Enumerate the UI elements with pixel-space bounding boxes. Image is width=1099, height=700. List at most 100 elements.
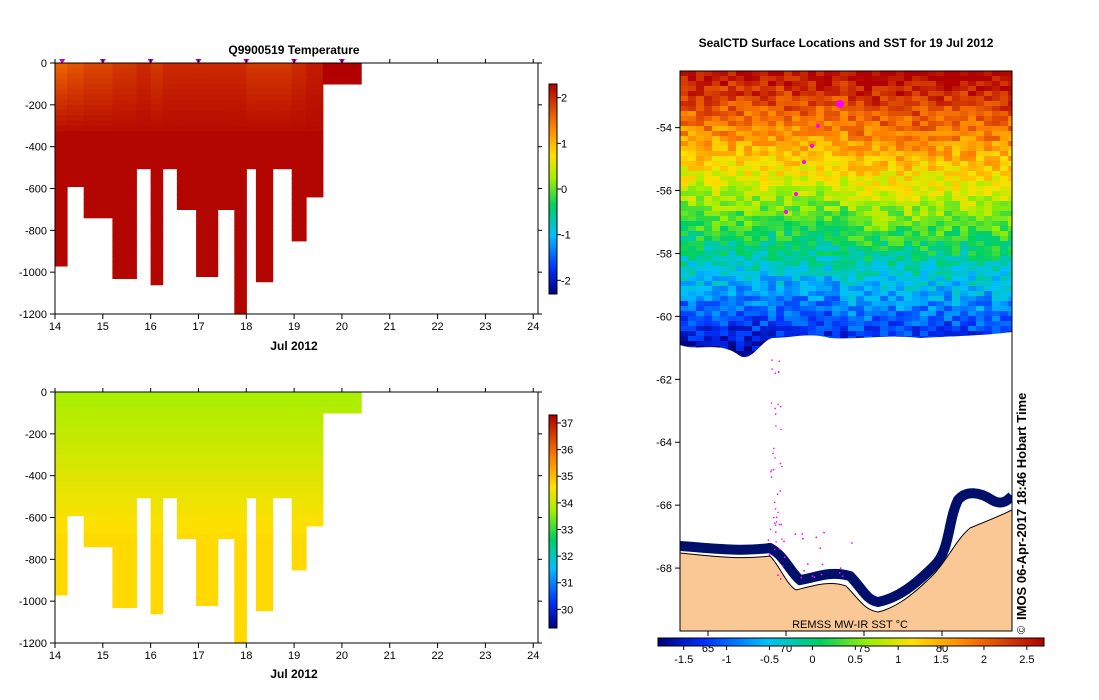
section-cell [255,151,274,158]
sst-cell [768,166,777,172]
sst-cell [728,166,737,172]
section-cell [306,517,324,524]
sst-cell [936,256,945,262]
sst-cell [680,91,689,97]
x-tick-label: 16 [145,321,157,333]
section-cell [255,157,274,163]
sst-cell [744,316,753,322]
sst-cell [864,276,873,282]
sst-cell [976,266,985,272]
sst-cell [856,191,865,197]
sst-cell [800,281,809,287]
sst-cell [704,156,713,162]
section-cell [67,172,85,179]
sst-cell [928,131,937,137]
sst-cell [800,256,809,262]
sst-cell [936,126,945,132]
sst-cell [864,301,873,307]
section-cell [272,157,293,163]
sst-cell [952,216,961,222]
sst-cell [992,286,1001,292]
section-cell [196,522,219,529]
sst-cell [712,326,721,332]
sst-cell [720,246,729,252]
section-cell [83,73,113,80]
sst-cell [952,256,961,262]
sst-cell [784,106,793,112]
sst-cell [776,261,785,267]
sst-cell [872,131,881,137]
section-cell [150,575,164,581]
sst-cell [904,186,913,192]
section-cell [291,423,307,430]
section-cell [306,73,324,80]
sst-cell [984,276,993,282]
sst-cell [864,306,873,312]
sst-cell [736,86,745,92]
sst-cell [688,246,697,252]
section-cell [272,423,293,430]
sst-cell [992,196,1001,202]
section-cell [112,120,137,127]
sst-cell [936,331,945,337]
sst-cell [720,266,729,272]
sst-cell [792,161,801,167]
sst-cell [848,196,857,202]
sst-cell [904,276,913,282]
sst-cell [880,176,889,182]
sst-cell [1008,161,1012,167]
section-cell [291,125,307,132]
section-cell [112,606,137,608]
sst-cell [888,96,897,102]
section-cell [291,470,307,477]
sst-cell [872,281,881,287]
sst-cell [784,206,793,212]
section-cell [176,83,197,90]
section-cell [291,533,307,539]
sst-cell [768,221,777,227]
sst-cell [832,271,841,277]
section-cell [255,240,274,247]
sst-cell [680,321,689,327]
sst-cell [752,341,761,347]
sst-cell [976,156,985,162]
sst-cell [696,311,705,317]
sst-cell [1008,136,1012,142]
sst-cell [968,116,977,122]
sst-cell [904,166,913,172]
sst-cell [880,121,889,127]
sst-cell [904,296,913,302]
sst-cell [816,196,825,202]
sst-cell [704,86,713,92]
sst-cell [800,231,809,237]
sst-cell [1000,161,1009,167]
sst-cell [704,191,713,197]
section-cell [234,449,247,456]
sst-cell [840,201,849,207]
sst-cell [800,276,809,282]
sst-cell [880,101,889,107]
section-cell [112,256,137,263]
sst-cell [784,291,793,297]
sst-cell [840,146,849,152]
sst-cell [816,211,825,217]
sst-cell [888,326,897,332]
sst-cell [984,96,993,102]
sst-cell [744,171,753,177]
sst-cell [800,116,809,122]
sst-cell [872,76,881,82]
sst-cell [888,216,897,222]
sst-cell [784,256,793,262]
sst-cell [744,116,753,122]
sst-cell [872,321,881,327]
sst-cell [984,271,993,277]
sst-cell [824,116,833,122]
section-cell [291,151,307,158]
section-cell [162,120,178,127]
section-cell [291,528,307,534]
section-cell [112,193,137,200]
sst-cell [776,201,785,207]
sst-cell [944,206,953,212]
sst-cell [856,81,865,87]
sst-cell [944,281,953,287]
